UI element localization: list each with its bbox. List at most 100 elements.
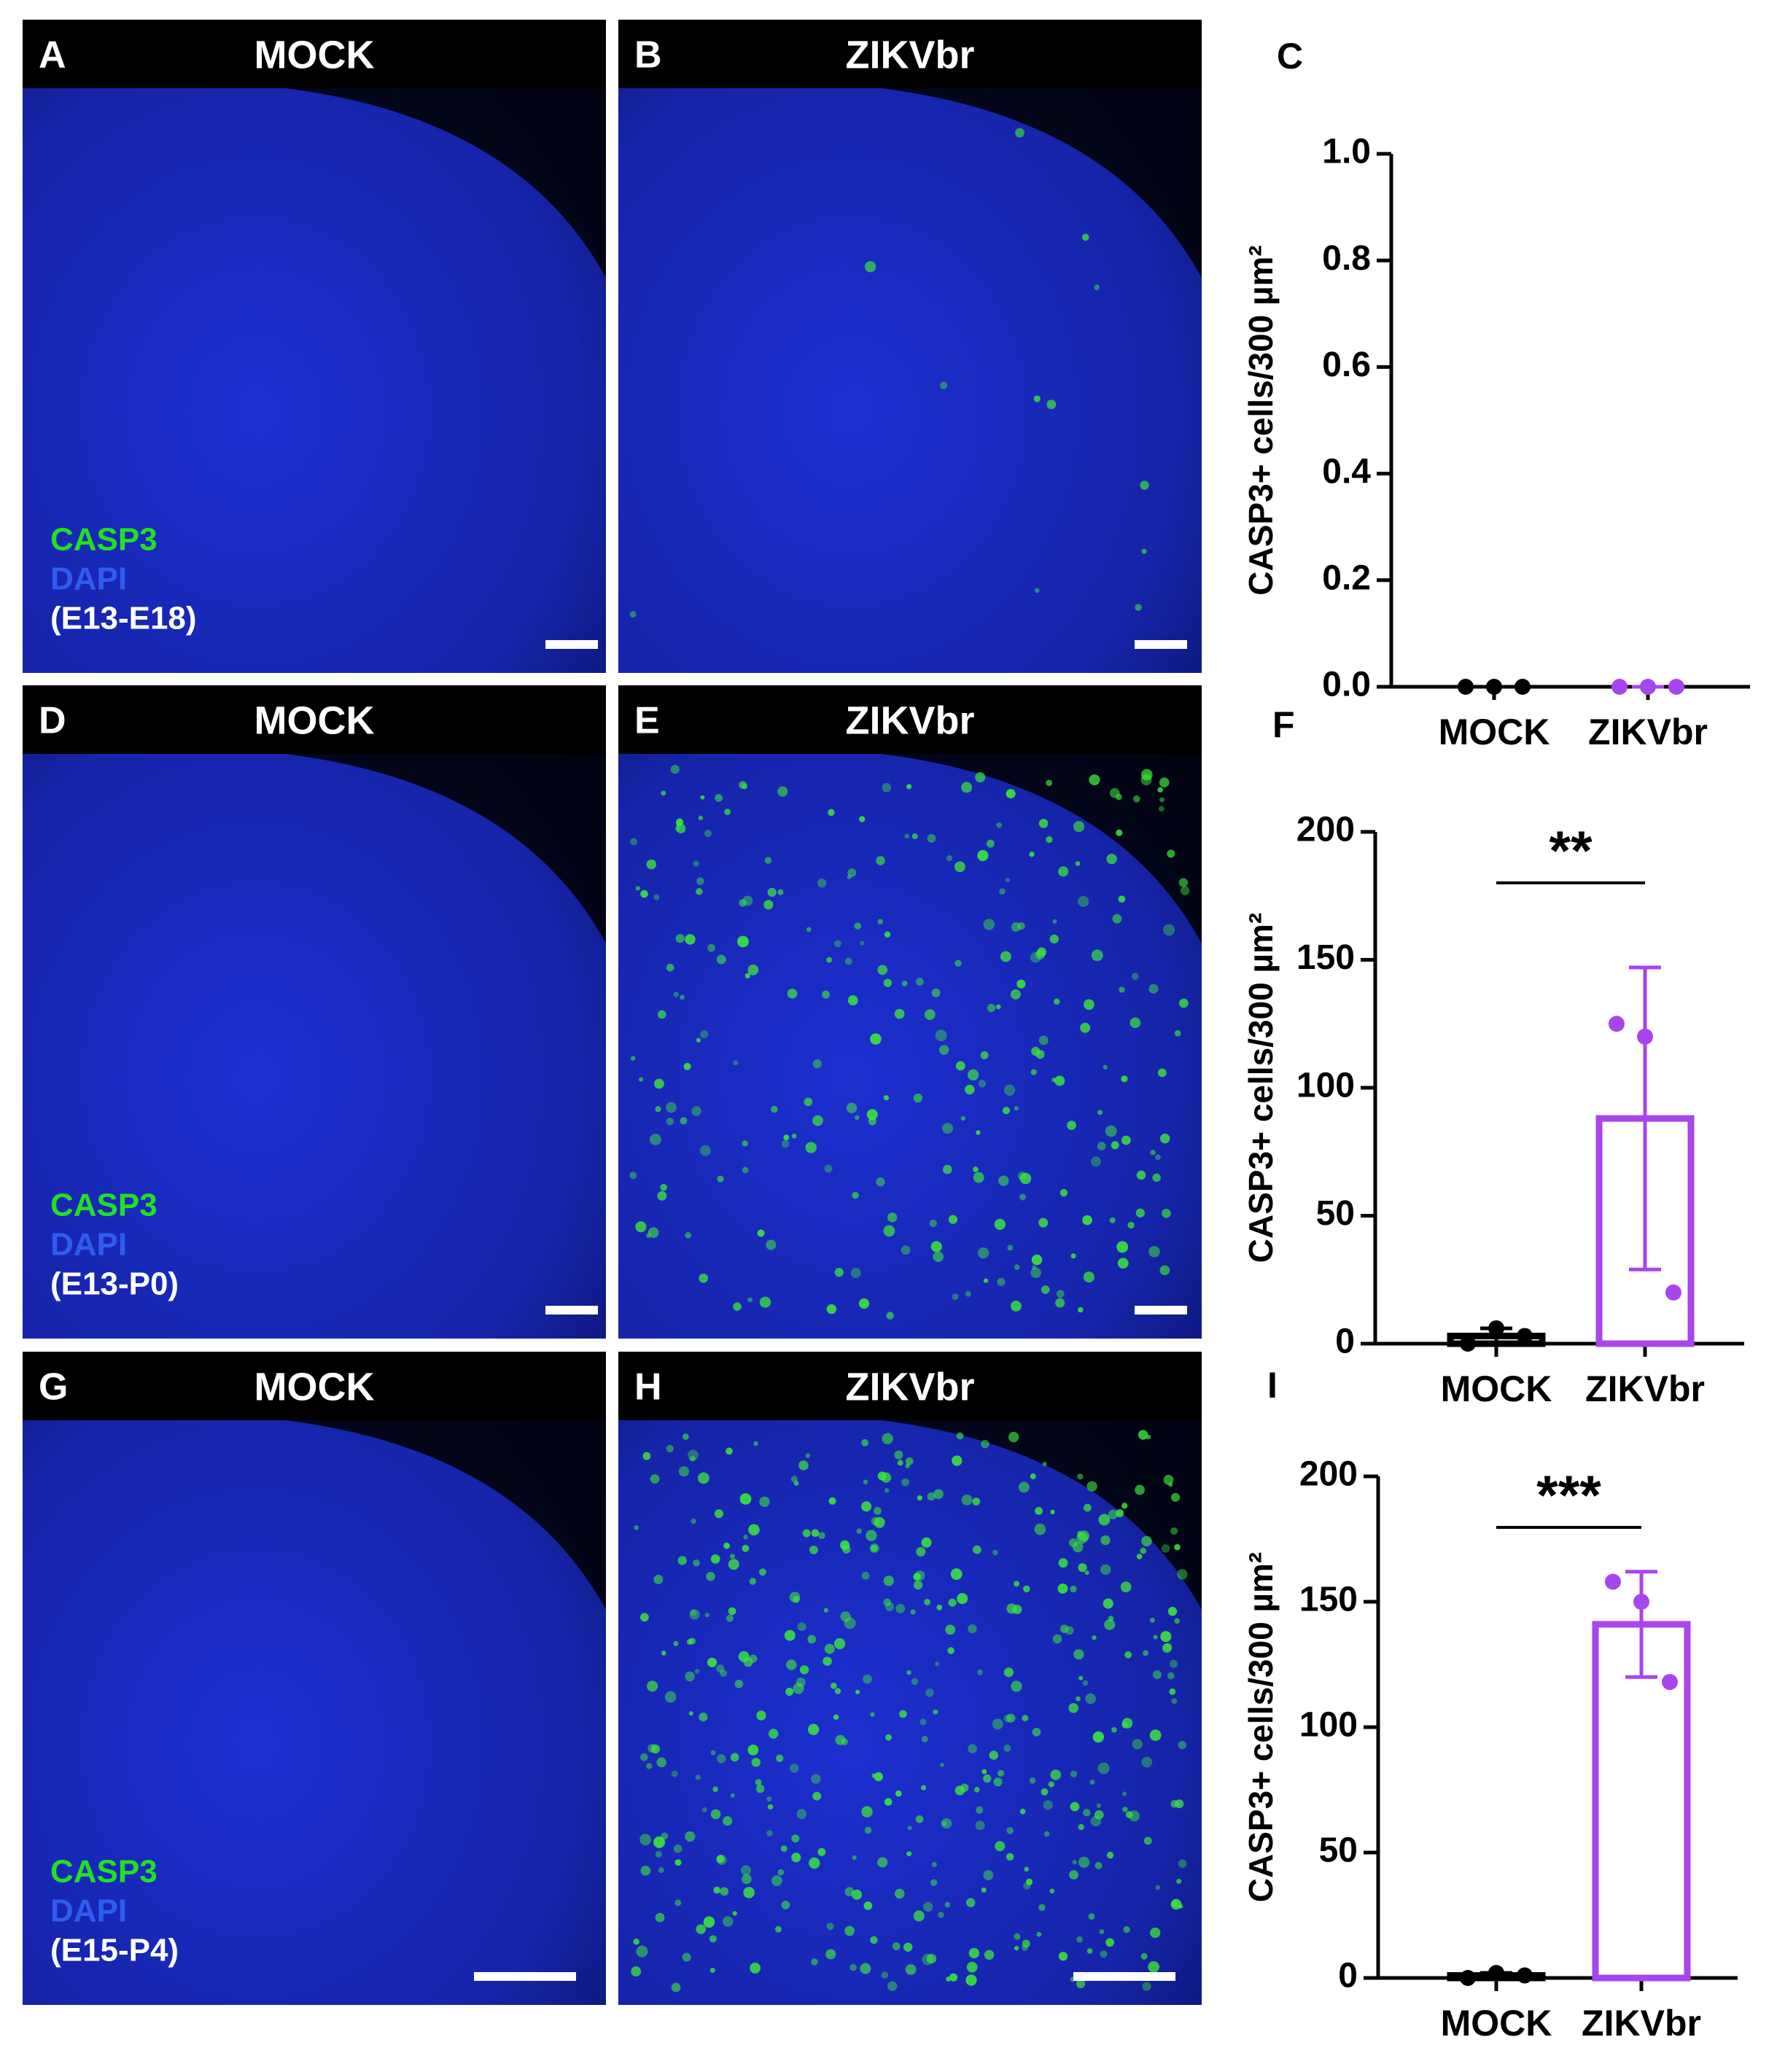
cell-signal <box>673 1640 679 1646</box>
scale-bar <box>545 640 598 649</box>
cell-signal <box>915 1815 924 1823</box>
cell-signal <box>828 1497 836 1505</box>
cell-signal <box>844 1887 855 1897</box>
cell-signal <box>1021 1944 1028 1951</box>
stain-legend: (E15-P4) <box>50 1933 179 1968</box>
cell-signal <box>696 888 703 895</box>
cell-signal <box>747 965 759 975</box>
cell-signal <box>655 1912 665 1923</box>
cell-signal <box>715 794 723 802</box>
cell-signal <box>884 1798 893 1806</box>
cell-signal <box>699 1145 711 1156</box>
y-tick-label: 50 <box>1319 1831 1358 1870</box>
cell-signal <box>1094 284 1100 290</box>
cell-signal <box>995 1841 1006 1852</box>
cell-signal <box>1078 1306 1084 1313</box>
cell-signal <box>680 1117 688 1125</box>
data-point <box>1458 679 1474 695</box>
cell-signal <box>1029 1777 1036 1784</box>
cell-signal <box>852 1855 857 1861</box>
cell-signal <box>944 1901 951 1908</box>
cell-signal <box>1179 998 1189 1008</box>
cell-signal <box>1070 1253 1076 1259</box>
cell-signal <box>1080 1022 1091 1033</box>
cell-signal <box>646 859 657 870</box>
cell-signal <box>927 834 936 843</box>
cell-signal <box>961 782 973 793</box>
y-tick-label: 0 <box>1338 1957 1358 1995</box>
cell-signal <box>691 1518 696 1524</box>
cell-signal <box>671 1982 681 1993</box>
cell-signal <box>1159 1265 1170 1276</box>
cell-signal <box>723 1816 733 1826</box>
cell-signal <box>640 1865 651 1876</box>
cell-signal <box>1089 1779 1095 1785</box>
dark-region <box>881 754 1202 943</box>
cell-signal <box>1152 1173 1161 1183</box>
cell-signal <box>777 1869 785 1876</box>
cell-signal <box>678 1466 690 1477</box>
cell-signal <box>931 989 941 997</box>
cell-signal <box>699 1712 708 1722</box>
cell-signal <box>683 1062 691 1070</box>
cell-signal <box>1140 774 1152 786</box>
cell-signal <box>1085 1693 1096 1705</box>
cell-signal <box>1019 1172 1032 1185</box>
cell-signal <box>981 1769 987 1775</box>
cell-signal <box>946 855 953 862</box>
cell-signal <box>968 1624 977 1634</box>
cell-signal <box>647 1680 658 1692</box>
data-point <box>1517 1967 1533 1984</box>
cell-signal <box>965 1084 975 1095</box>
cell-signal <box>992 1718 1003 1730</box>
cell-signal <box>730 1753 739 1762</box>
cell-signal <box>1178 878 1189 887</box>
cell-signal <box>933 1489 944 1500</box>
cell-signal <box>1002 1107 1011 1115</box>
cell-signal <box>1132 1739 1143 1750</box>
cell-signal <box>949 1973 958 1982</box>
cell-signal <box>1032 1265 1037 1270</box>
cell-signal <box>811 1529 820 1538</box>
cell-signal <box>935 1029 947 1042</box>
cell-signal <box>917 1495 922 1501</box>
cell-signal <box>635 886 641 891</box>
cell-signal <box>1121 1135 1131 1145</box>
cell-signal <box>1103 1064 1108 1070</box>
cell-signal <box>882 782 892 792</box>
cell-signal <box>768 1729 779 1739</box>
cell-signal <box>664 1691 677 1703</box>
y-tick-label: 0.6 <box>1322 346 1371 384</box>
cell-signal <box>691 1106 701 1116</box>
cell-signal <box>874 1506 882 1515</box>
panel-title: ZIKVbr <box>845 698 974 742</box>
cell-signal <box>1057 1583 1068 1594</box>
cell-signal <box>1078 1823 1084 1831</box>
cell-signal <box>1006 1713 1016 1723</box>
cell-signal <box>1011 1680 1022 1692</box>
cell-signal <box>689 1455 696 1462</box>
significance: ** <box>1549 820 1593 882</box>
y-axis-label: CASP3+ cells/300 µm² <box>1242 245 1280 595</box>
cell-signal <box>938 1912 944 1918</box>
cell-signal <box>887 1212 898 1223</box>
cell-signal <box>1076 1979 1086 1989</box>
cell-signal <box>1016 979 1026 989</box>
cell-signal <box>952 1293 959 1301</box>
cell-signal <box>965 1974 977 1986</box>
cell-signal <box>805 1142 817 1153</box>
cell-signal <box>812 1791 822 1801</box>
cell-signal <box>683 1433 689 1440</box>
cell-signal <box>936 1605 943 1611</box>
cell-signal <box>791 1133 797 1139</box>
dark-region <box>881 1420 1202 1610</box>
dark-region <box>285 754 606 943</box>
cell-signal <box>957 1593 968 1605</box>
data-point <box>1633 1594 1649 1610</box>
cell-signal <box>753 1441 758 1446</box>
data-point <box>1662 1674 1678 1691</box>
cell-signal <box>1008 1431 1019 1443</box>
cell-signal <box>931 1861 937 1868</box>
cell-signal <box>1011 1301 1022 1312</box>
cell-signal <box>942 1123 953 1134</box>
